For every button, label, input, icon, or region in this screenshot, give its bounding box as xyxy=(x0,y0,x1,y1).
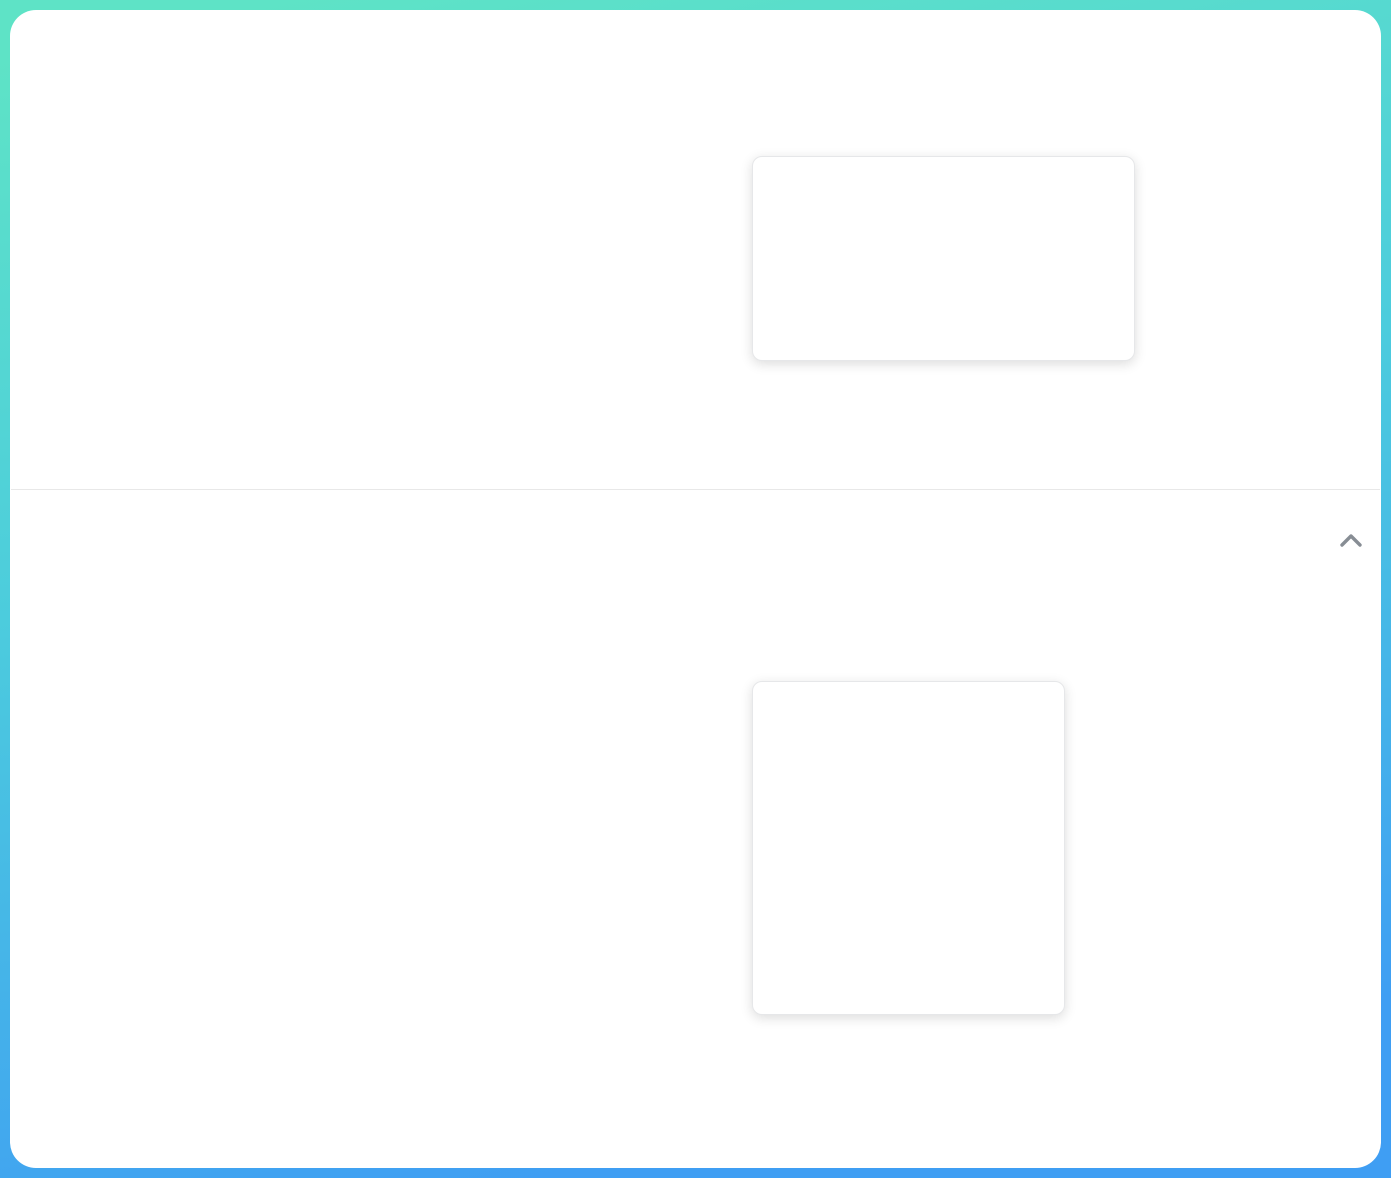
11-20-dot-icon xyxy=(775,856,787,868)
tooltip-row-51plus xyxy=(775,752,1042,796)
tooltip-row-21-50 xyxy=(775,796,1042,840)
filter-1-3[interactable] xyxy=(35,603,75,630)
tooltip-row-11-20 xyxy=(775,840,1042,884)
collapse-section-button[interactable] xyxy=(1336,528,1366,554)
4-10-dot-icon xyxy=(775,900,787,912)
tooltip-row-referring-domains xyxy=(775,185,1112,230)
check-icon xyxy=(281,605,300,624)
51plus-dot-icon xyxy=(775,768,787,780)
checkbox-51plus[interactable] xyxy=(359,603,386,630)
dashboard-card xyxy=(10,10,1381,1168)
tooltip-row-organic-traffic xyxy=(775,230,1112,275)
checkbox-21-50[interactable] xyxy=(278,603,305,630)
chevron-up-icon xyxy=(1340,534,1362,547)
tooltip-row-4-10 xyxy=(775,884,1042,928)
tooltip-row-all-keywords xyxy=(775,708,1042,752)
keywords-tooltip xyxy=(752,681,1065,1015)
position-filters xyxy=(35,603,399,630)
1-3-dot-icon xyxy=(775,944,787,956)
checkbox-4-10[interactable] xyxy=(116,603,143,630)
referring-domains-dot-icon xyxy=(775,202,787,214)
section-divider xyxy=(11,489,1380,490)
filter-4-10[interactable] xyxy=(116,603,156,630)
check-icon xyxy=(119,605,138,624)
check-icon xyxy=(200,605,219,624)
check-icon xyxy=(38,605,57,624)
check-icon xyxy=(362,605,381,624)
organic-pages-dot-icon xyxy=(775,292,787,304)
organic-traffic-dot-icon xyxy=(775,247,787,259)
tooltip-row-organic-pages xyxy=(775,275,1112,320)
filter-11-20[interactable] xyxy=(197,603,237,630)
checkbox-1-3[interactable] xyxy=(35,603,62,630)
21-50-dot-icon xyxy=(775,812,787,824)
filter-21-50[interactable] xyxy=(278,603,318,630)
filter-51plus[interactable] xyxy=(359,603,399,630)
checkbox-11-20[interactable] xyxy=(197,603,224,630)
tooltip-row-1-3 xyxy=(775,928,1042,972)
performance-tooltip xyxy=(752,156,1135,361)
